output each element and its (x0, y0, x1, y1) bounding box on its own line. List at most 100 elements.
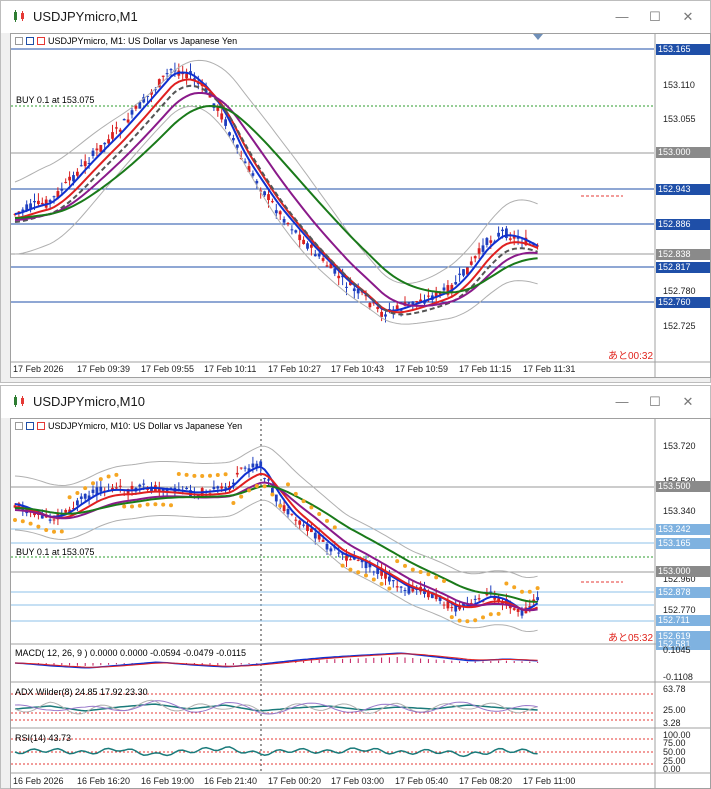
candle-body (302, 239, 305, 244)
time-axis-label: 16 Feb 21:40 (204, 776, 258, 786)
candle-body (235, 144, 239, 148)
price-chart-m10[interactable]: USDJPYmicro, M10: US Dollar vs Japanese … (10, 418, 711, 789)
candle-body (138, 102, 142, 109)
candle-body (243, 467, 247, 469)
candle-body (267, 479, 270, 481)
candle-body (481, 245, 485, 252)
parabolic-sar-dot (106, 474, 111, 479)
candle-body (169, 69, 173, 71)
time-axis-label: 17 Feb 11:31 (523, 364, 576, 374)
symbol-description: USDJPYmicro, M1: US Dollar vs Japanese Y… (48, 36, 238, 46)
candle-body (317, 534, 321, 540)
adx-scale-label: 63.78 (663, 684, 686, 694)
parabolic-sar-dot (309, 505, 314, 510)
candle-body (493, 597, 497, 600)
time-axis-label: 17 Feb 09:55 (141, 364, 195, 374)
candlestick-plot-with-indicators[interactable] (11, 419, 711, 789)
candle-body (224, 119, 227, 126)
candle-body (434, 291, 438, 298)
candle-body (21, 209, 25, 212)
candle-body (466, 267, 469, 275)
candle-body (395, 586, 399, 588)
candle-body (458, 273, 461, 275)
buy-order-label: BUY 0.1 at 153.075 (16, 95, 95, 105)
price-chart-m1[interactable]: USDJPYmicro, M1: US Dollar vs Japanese Y… (10, 33, 711, 378)
minimize-icon[interactable]: — (615, 394, 629, 409)
candlestick-plot[interactable] (11, 34, 711, 378)
candle-body (423, 301, 426, 304)
parabolic-sar-dot (130, 504, 134, 509)
parabolic-sar-dot (145, 502, 150, 507)
candle-body (520, 609, 524, 616)
chart-window-m10[interactable]: USDJPYmicro,M10 — ☐ ✕ USDJPYmicro, M10: … (0, 385, 711, 789)
chart-window-m1[interactable]: USDJPYmicro,M1 — ☐ ✕ USDJPYmicro, M1: US… (0, 0, 711, 383)
minimize-icon[interactable]: — (615, 9, 629, 24)
candle-body (286, 508, 290, 515)
candle-body (33, 201, 36, 203)
ma-slow (14, 92, 538, 307)
window-title: USDJPYmicro,M10 (33, 394, 145, 409)
time-axis-label: 17 Feb 09:39 (77, 364, 131, 374)
parabolic-sar-dot (442, 578, 446, 583)
parabolic-sar-dot (356, 570, 361, 575)
maximize-icon[interactable]: ☐ (649, 9, 661, 24)
parabolic-sar-dot (44, 527, 49, 532)
candle-body (473, 256, 477, 259)
price-tag-lightblue: 152.619 (656, 631, 710, 642)
price-tag-blue: 153.165 (656, 44, 710, 55)
candle-body (407, 302, 411, 304)
candle-body (427, 295, 430, 297)
chart-header: USDJPYmicro, M10: US Dollar vs Japanese … (15, 421, 242, 431)
candle-body (384, 571, 387, 579)
parabolic-sar-dot (184, 472, 189, 477)
candle-body (298, 520, 302, 525)
maximize-icon[interactable]: ☐ (649, 394, 661, 409)
candle-body (450, 607, 454, 609)
candle-body (157, 487, 161, 493)
candle-body (255, 180, 259, 184)
candle-body (111, 132, 114, 139)
macd-scale-label: 0.1045 (663, 645, 691, 655)
parabolic-sar-dot (270, 492, 275, 497)
candle-body (91, 150, 95, 156)
candle-body (134, 105, 138, 109)
minus-di-line (14, 700, 538, 715)
time-axis-label: 17 Feb 10:59 (395, 364, 449, 374)
chart-header: USDJPYmicro, M1: US Dollar vs Japanese Y… (15, 36, 237, 46)
price-tag-blue: 152.943 (656, 184, 710, 195)
candle-body (150, 486, 153, 492)
candle-body (419, 299, 422, 303)
candle-body (528, 606, 532, 608)
rsi-line (14, 746, 538, 758)
close-icon[interactable]: ✕ (682, 394, 694, 409)
candle-body (454, 604, 458, 612)
rsi-scale-label: 0.00 (663, 764, 681, 774)
parabolic-sar-dot (36, 524, 41, 529)
close-icon[interactable]: ✕ (682, 9, 694, 24)
candle-body (302, 524, 305, 526)
bollinger-lower (14, 105, 538, 325)
window-titlebar[interactable]: USDJPYmicro,M1 — ☐ ✕ (1, 1, 710, 33)
parabolic-sar-dot (332, 525, 337, 530)
candle-body (395, 305, 399, 310)
chart-icon (26, 422, 34, 430)
candle-body (310, 528, 313, 533)
candle-body (462, 269, 465, 276)
parabolic-sar-dot (348, 567, 353, 572)
candle-body (68, 509, 71, 513)
candle-body (208, 94, 212, 98)
candle-body (368, 302, 372, 308)
parabolic-sar-dot (457, 618, 462, 623)
window-title: USDJPYmicro,M1 (33, 9, 138, 24)
window-titlebar[interactable]: USDJPYmicro,M10 — ☐ ✕ (1, 386, 710, 418)
candle-body (235, 472, 239, 475)
candle-body (442, 604, 446, 606)
buy-order-label: BUY 0.1 at 153.075 (16, 547, 95, 557)
price-tag-lightblue: 153.242 (656, 524, 710, 535)
candle-body (337, 275, 341, 279)
price-axis-label: 153.340 (663, 506, 696, 516)
candle-body (68, 176, 71, 181)
candle-body (52, 196, 56, 198)
parabolic-sar-dot (410, 567, 415, 572)
parabolic-sar-dot (278, 503, 283, 508)
